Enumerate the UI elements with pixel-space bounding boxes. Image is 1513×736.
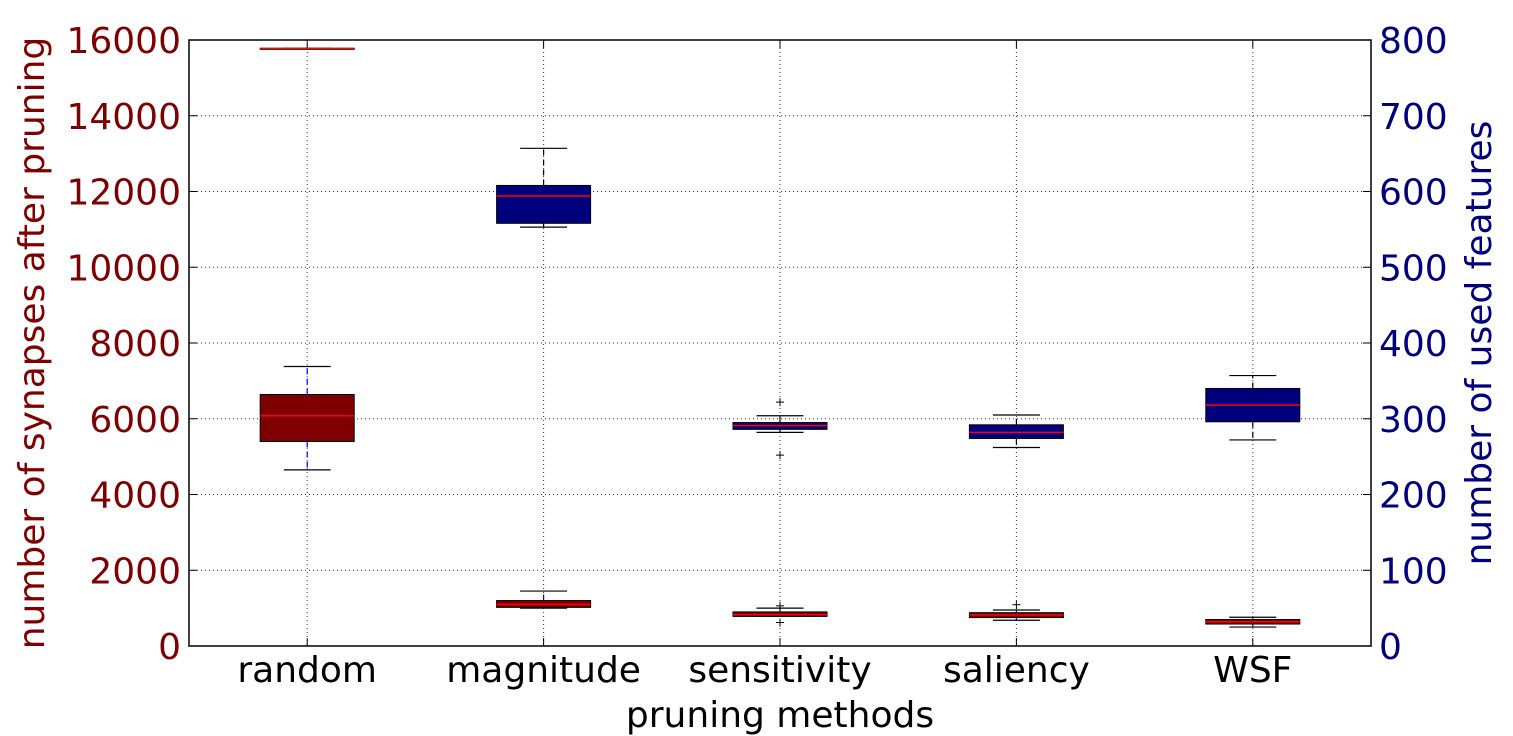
left-tick-label: 12000 <box>66 173 181 214</box>
left-tick-label: 10000 <box>66 248 181 289</box>
synapses-outlier <box>776 601 784 610</box>
features-box-2 <box>732 398 828 460</box>
synapses-iqr-box <box>259 394 355 442</box>
x-tick-label: saliency <box>943 650 1090 691</box>
features-box-1 <box>496 147 592 228</box>
right-tick-label: 400 <box>1379 324 1448 365</box>
left-tick-label: 2000 <box>89 551 181 592</box>
right-tick-label: 500 <box>1379 248 1448 289</box>
right-tick-label: 0 <box>1379 627 1402 668</box>
synapses-box-3 <box>968 600 1064 621</box>
synapses-box-4 <box>1205 616 1301 628</box>
features-outlier <box>776 398 784 407</box>
tick-labels: 0 2000 4000 6000 8000 10000 12000 14000 16000 0 10… <box>66 21 1447 691</box>
left-y-axis-title: number of synapses after pruning <box>12 37 53 650</box>
synapses-box-1 <box>496 590 592 609</box>
x-tick-label: magnitude <box>446 650 641 691</box>
left-tick-label: 0 <box>158 627 181 668</box>
x-axis-title: pruning methods <box>626 695 934 736</box>
synapses-outlier <box>776 618 784 627</box>
x-tick-label: random <box>237 650 377 691</box>
box-marks <box>259 47 1301 628</box>
right-tick-label: 800 <box>1379 21 1448 62</box>
left-tick-label: 16000 <box>66 21 181 62</box>
grid-lines <box>189 40 1371 646</box>
right-tick-label: 200 <box>1379 476 1448 517</box>
right-tick-label: 600 <box>1379 173 1448 214</box>
x-tick-label: sensitivity <box>688 650 871 691</box>
left-tick-label: 8000 <box>89 324 181 365</box>
synapses-box-2 <box>732 601 828 627</box>
synapses-outlier <box>1012 600 1021 609</box>
left-tick-label: 14000 <box>66 97 181 138</box>
features-box-4 <box>1205 374 1301 441</box>
tick-marks <box>189 39 1371 647</box>
left-tick-label: 6000 <box>89 400 181 441</box>
features-box-3 <box>968 414 1064 449</box>
right-tick-label: 300 <box>1379 400 1448 441</box>
features-box-0 <box>259 47 355 50</box>
features-iqr-box <box>968 424 1064 439</box>
right-tick-label: 700 <box>1379 97 1448 138</box>
x-tick-label: WSF <box>1213 650 1292 691</box>
features-iqr-box <box>496 184 592 224</box>
right-y-axis-title: number of used features <box>1459 121 1500 566</box>
right-tick-label: 100 <box>1379 551 1448 592</box>
left-tick-label: 4000 <box>89 476 181 517</box>
synapses-box-0 <box>259 365 355 471</box>
features-outlier <box>776 451 784 460</box>
